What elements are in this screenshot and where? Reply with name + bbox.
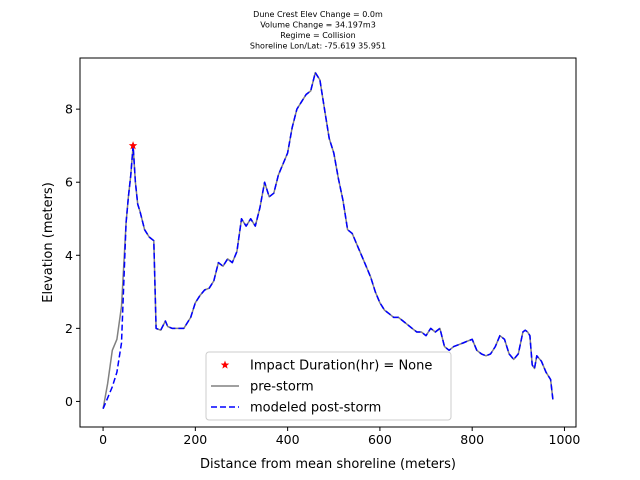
y-tick-label: 4	[65, 248, 73, 263]
x-tick-label: 400	[276, 432, 300, 447]
impact-marker-star	[128, 141, 138, 150]
chart-title: Dune Crest Elev Change = 0.0m Volume Chan…	[250, 10, 386, 51]
x-axis: 0 200 400 600 800 1000	[99, 427, 580, 447]
plot-frame	[79, 57, 577, 428]
y-tick-label: 8	[65, 102, 73, 117]
y-tick-label: 6	[65, 175, 73, 190]
x-tick-label: 0	[99, 432, 107, 447]
x-tick-label: 800	[460, 432, 484, 447]
post-storm-line	[102, 71, 554, 409]
legend-impact-label: Impact Duration(hr) = None	[250, 359, 432, 374]
title-line: Volume Change = 34.197m3	[260, 21, 376, 30]
legend-post-storm-label: modeled post-storm	[250, 401, 381, 416]
x-axis-label: Distance from mean shoreline (meters)	[200, 457, 456, 472]
legend-star-icon	[220, 360, 230, 369]
legend-pre-storm-label: pre-storm	[250, 380, 314, 395]
y-tick-label: 0	[65, 394, 73, 409]
title-line: Regime = Collision	[280, 31, 355, 40]
series-group	[102, 71, 554, 409]
y-axis-label: Elevation (meters)	[41, 182, 56, 303]
x-tick-label: 600	[368, 432, 392, 447]
y-axis: 0 2 4 6 8	[65, 102, 80, 409]
y-tick-label: 2	[65, 321, 73, 336]
title-line: Shoreline Lon/Lat: -75.619 35.951	[250, 42, 386, 51]
legend-box	[205, 351, 452, 421]
title-line: Dune Crest Elev Change = 0.0m	[253, 10, 383, 19]
legend: Impact Duration(hr) = None pre-storm model…	[205, 351, 452, 421]
x-tick-label: 200	[183, 432, 207, 447]
x-tick-label: 1000	[549, 432, 581, 447]
